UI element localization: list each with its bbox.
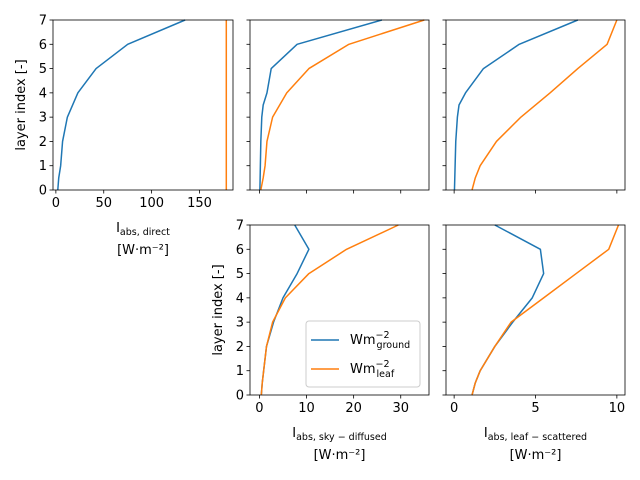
y-tick-label: 4	[236, 291, 244, 306]
axes-frame	[445, 224, 626, 396]
x-axis-unit: [W·m⁻²]	[314, 448, 366, 463]
panel-bottom-right: 0 5 10 Iabs, leaf − scattered [W·m⁻²]	[442, 224, 626, 463]
series-line-leaf	[260, 19, 425, 191]
y-tick-label: 1	[236, 364, 244, 379]
x-tick-label: 0	[52, 196, 60, 211]
axes-frame	[249, 19, 430, 191]
y-axis-label: layer index [-]	[14, 59, 29, 150]
x-axis-unit: [W·m⁻²]	[117, 243, 169, 258]
panel-top-left: 0 50 100 150 0 1 2 3 4 5 6 7 layer index [-] Iabs, di…	[14, 14, 234, 258]
x-axis-label: Iabs, leaf − scattered	[484, 426, 587, 443]
x-tick-label: 150	[187, 196, 212, 211]
y-tick-label: 2	[236, 340, 244, 355]
x-tick-label: 100	[139, 196, 164, 211]
y-tick-label: 2	[39, 135, 47, 150]
y-tick-label: 5	[39, 62, 47, 77]
y-axis-label: layer index [-]	[211, 264, 226, 355]
y-tick-label: 7	[39, 14, 47, 29]
legend-label-leaf: Wm−2 leaf	[350, 359, 395, 380]
x-tick-label: 50	[95, 196, 112, 211]
x-tick-label: 0	[450, 401, 458, 416]
y-tick-label: 6	[39, 38, 47, 53]
panel-bottom-middle: 0 10 20 30 0 1 2 3 4 5 6 7 layer index [-] Iabs, sky …	[211, 219, 430, 463]
x-tick-label: 20	[345, 401, 362, 416]
axes-frame	[249, 224, 430, 396]
series-line-ground	[260, 224, 310, 396]
series-line-ground	[57, 19, 186, 191]
panel-top-right	[442, 19, 626, 194]
y-tick-label: 0	[236, 389, 244, 404]
x-axis-label: Iabs, direct	[116, 221, 170, 238]
y-tick-label: 3	[39, 111, 47, 126]
y-tick-label: 1	[39, 159, 47, 174]
y-tick-label: 5	[236, 267, 244, 282]
series-line-leaf	[471, 19, 618, 191]
series-line-leaf	[471, 224, 620, 396]
x-tick-label: 10	[609, 401, 626, 416]
y-tick-label: 7	[236, 219, 244, 234]
y-tick-label: 3	[236, 316, 244, 331]
series-line-ground	[471, 224, 545, 396]
series-line-leaf	[260, 224, 399, 396]
panel-top-middle	[246, 19, 430, 194]
series-line-ground	[453, 19, 579, 191]
legend-label-ground: Wm−2 ground	[350, 330, 410, 351]
legend-box	[305, 320, 421, 388]
x-tick-label: 10	[298, 401, 315, 416]
y-tick-label: 6	[236, 243, 244, 258]
legend: Wm−2 ground Wm−2 leaf	[305, 320, 421, 388]
x-tick-label: 5	[531, 401, 539, 416]
x-axis-label: Iabs, sky − diffused	[292, 426, 386, 443]
axes-frame	[52, 19, 234, 191]
y-tick-label: 4	[39, 86, 47, 101]
x-tick-label: 0	[255, 401, 263, 416]
x-axis-unit: [W·m⁻²]	[510, 448, 562, 463]
y-tick-label: 0	[39, 184, 47, 199]
x-tick-label: 30	[392, 401, 409, 416]
series-line-ground	[259, 19, 383, 191]
